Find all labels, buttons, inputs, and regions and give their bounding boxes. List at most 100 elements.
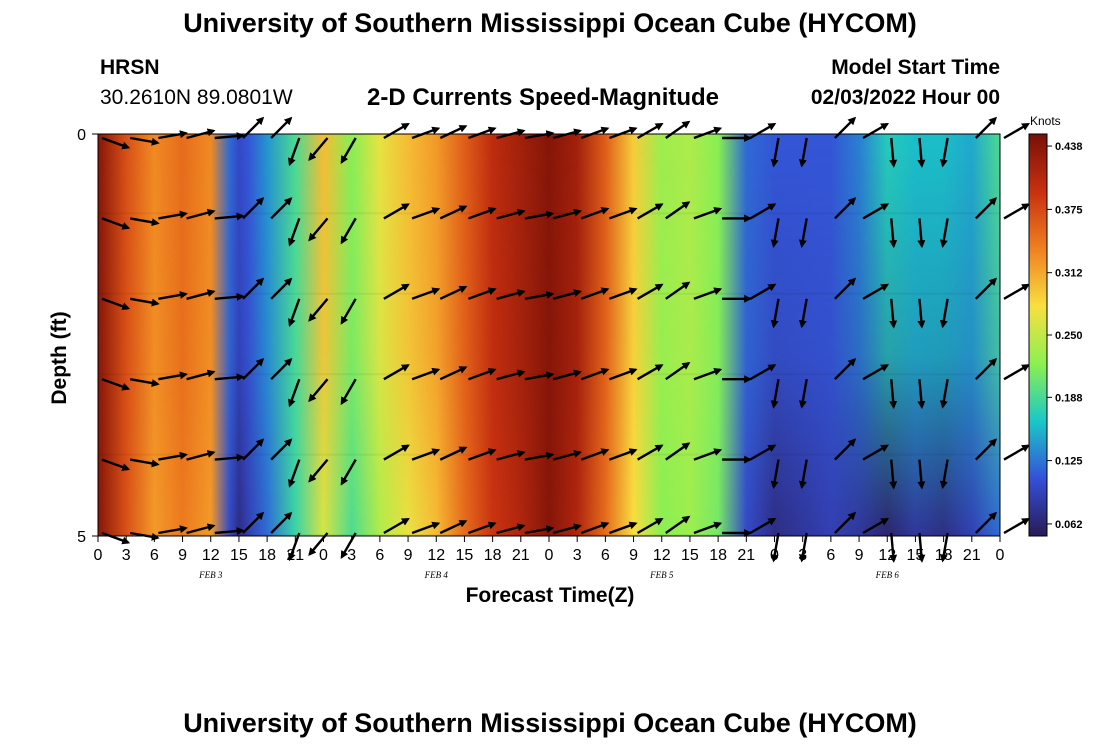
current-arrow <box>580 367 610 381</box>
day-label: FEB 6 <box>875 570 900 580</box>
current-arrow <box>798 137 808 168</box>
current-arrow <box>158 291 188 300</box>
current-arrow <box>1003 122 1030 140</box>
colorbar-tick-label: 0.125 <box>1055 456 1083 468</box>
x-tick-label: 0 <box>770 547 779 564</box>
current-arrow <box>552 523 582 535</box>
station-coordinates: 30.2610N 89.0801W <box>100 86 293 109</box>
current-arrow <box>411 126 441 140</box>
current-arrow <box>770 298 780 329</box>
current-arrow <box>439 366 468 381</box>
current-arrow <box>665 442 691 461</box>
current-arrow <box>524 291 555 300</box>
current-arrow <box>468 367 497 381</box>
x-tick-label: 18 <box>484 547 502 564</box>
current-arrow <box>798 298 808 329</box>
x-tick-label: 15 <box>681 547 699 564</box>
current-arrow <box>889 379 898 410</box>
x-tick-label: 6 <box>826 547 835 564</box>
current-arrow <box>862 444 890 461</box>
x-axis-ticks: 0 3 6 9 12 15 18 21 0 3 6 9 12 15 18 21 0 3 6 9 12 15 18 21 0 3 6 9… <box>94 536 1005 564</box>
current-arrow <box>939 137 949 168</box>
current-arrow <box>524 525 555 535</box>
current-arrow <box>288 532 301 562</box>
footer-title: University of Southern Mississippi Ocean… <box>183 708 917 738</box>
x-tick-label: 21 <box>286 547 304 564</box>
current-arrow <box>552 208 582 220</box>
current-arrow <box>186 289 216 300</box>
current-arrow <box>1003 283 1030 300</box>
station-name: HRSN <box>100 56 160 79</box>
colorbar-tick-label: 0.062 <box>1055 519 1083 531</box>
current-arrow <box>129 297 160 307</box>
current-arrow <box>770 532 780 563</box>
current-arrow <box>214 212 245 221</box>
current-arrow <box>270 116 293 139</box>
current-arrow <box>1003 364 1030 381</box>
current-arrow <box>242 277 265 300</box>
current-arrow <box>798 532 808 563</box>
current-arrow <box>101 217 131 230</box>
current-arrow <box>308 458 329 483</box>
current-arrow <box>974 511 998 534</box>
day-label: FEB 4 <box>424 570 449 580</box>
current-arrow <box>383 517 410 535</box>
current-arrow <box>974 197 998 220</box>
current-arrow <box>270 511 293 534</box>
x-tick-label: 18 <box>709 547 727 564</box>
current-arrow <box>468 287 497 300</box>
current-arrow <box>288 378 301 408</box>
current-arrow <box>889 532 898 563</box>
current-arrow <box>693 448 723 461</box>
current-arrow <box>798 378 808 409</box>
current-arrow <box>242 197 265 220</box>
current-arrow <box>939 298 949 329</box>
current-arrow <box>939 459 949 490</box>
current-arrow <box>939 532 949 563</box>
day-label: FEB 3 <box>198 570 223 580</box>
current-arrow <box>917 532 926 563</box>
current-arrow <box>834 277 857 300</box>
current-arrow <box>129 217 160 227</box>
current-arrow <box>186 523 216 535</box>
current-arrow <box>636 364 664 381</box>
current-arrow <box>862 364 890 381</box>
current-arrow <box>834 357 857 381</box>
current-arrow <box>608 207 638 220</box>
current-arrow <box>270 277 293 300</box>
x-tick-label: 18 <box>935 547 953 564</box>
current-arrow <box>749 122 777 140</box>
current-arrow <box>129 531 160 541</box>
x-tick-label: 15 <box>456 547 474 564</box>
x-tick-label: 6 <box>375 547 384 564</box>
current-arrow <box>411 521 441 535</box>
current-arrow <box>383 444 410 461</box>
current-arrow <box>214 453 245 462</box>
current-arrow <box>270 357 293 381</box>
x-tick-label: 3 <box>122 547 131 564</box>
current-arrow <box>834 511 857 534</box>
chart-subtitle: 2-D Currents Speed-Magnitude <box>367 84 720 111</box>
current-arrow <box>608 287 638 300</box>
current-arrow <box>834 438 857 461</box>
x-tick-label: 0 <box>319 547 328 564</box>
current-arrow <box>889 459 898 490</box>
current-arrow <box>974 357 998 381</box>
current-arrow <box>608 367 638 381</box>
current-arrow <box>308 217 329 242</box>
current-arrow <box>693 367 723 381</box>
x-tick-label: 12 <box>653 547 671 564</box>
x-tick-label: 0 <box>94 547 103 564</box>
current-arrow <box>468 521 497 535</box>
model-start-time: 02/03/2022 Hour 00 <box>810 86 1000 109</box>
current-arrow <box>917 379 926 410</box>
current-arrow <box>693 126 723 140</box>
current-arrow <box>770 137 780 168</box>
current-arrow <box>383 364 410 381</box>
x-tick-label: 9 <box>629 547 638 564</box>
current-arrow <box>636 122 664 140</box>
current-arrow <box>552 369 582 381</box>
current-arrow <box>552 450 582 461</box>
y-tick-label: 5 <box>77 529 86 546</box>
x-axis-title: Forecast Time(Z) <box>465 584 635 607</box>
